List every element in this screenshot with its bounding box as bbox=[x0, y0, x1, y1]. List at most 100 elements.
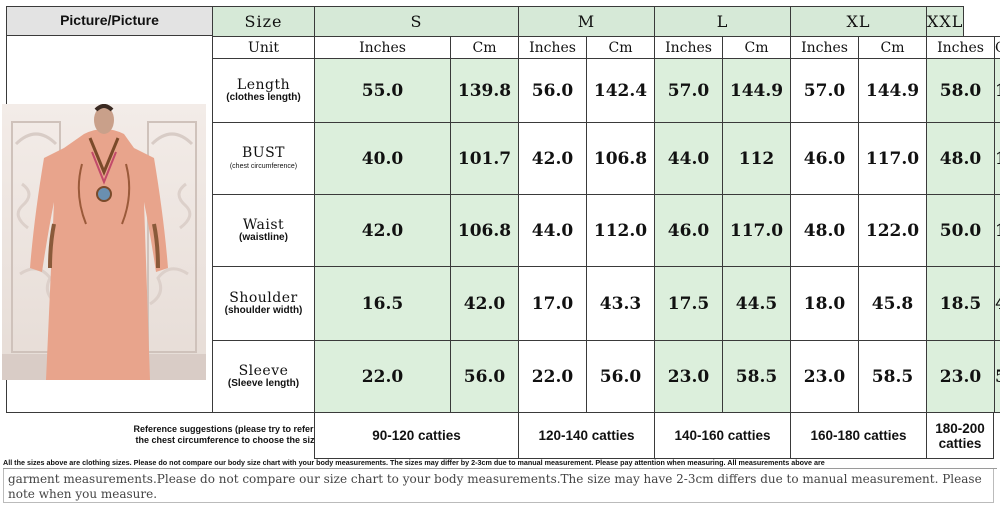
value-inches-text: 57.0 bbox=[667, 80, 710, 101]
value-inches-text: 46.0 bbox=[667, 220, 710, 241]
size-label: XL bbox=[846, 12, 871, 31]
measure-label-shoulder: Shoulder (shoulder width) bbox=[212, 266, 315, 341]
unit-inches-label: Inches bbox=[801, 39, 848, 56]
unit-cm-label: Cm bbox=[472, 39, 497, 56]
value-cm: 56.0 bbox=[586, 340, 655, 413]
size-label: L bbox=[716, 12, 729, 31]
value-inches-text: 18.0 bbox=[803, 293, 846, 314]
value-inches-text: 22.0 bbox=[531, 366, 574, 387]
size-label: S bbox=[410, 12, 423, 31]
value-cm-text: 43.3 bbox=[599, 293, 642, 314]
value-inches: 57.0 bbox=[654, 58, 723, 123]
unit-inches-label: Inches bbox=[937, 39, 984, 56]
value-inches: 57.0 bbox=[790, 58, 859, 123]
value-inches: 18.0 bbox=[790, 266, 859, 341]
size-chart: Picture/Picture Size S M L XL XXL Unit Inches Cm I… bbox=[6, 6, 1000, 459]
value-inches: 44.0 bbox=[654, 122, 723, 195]
value-inches-text: 22.0 bbox=[361, 366, 404, 387]
size-header-label: Size bbox=[244, 12, 283, 31]
value-cm: 144.9 bbox=[722, 58, 791, 123]
weight-range: 90-120 catties bbox=[314, 412, 519, 459]
value-cm-text: 44.5 bbox=[735, 293, 778, 314]
value-cm: 127.1 bbox=[994, 194, 1000, 267]
value-cm: 58.5 bbox=[722, 340, 791, 413]
size-header: Size bbox=[212, 6, 315, 37]
value-inches-text: 44.0 bbox=[667, 148, 710, 169]
value-inches: 46.0 bbox=[654, 194, 723, 267]
value-cm: 122.0 bbox=[858, 194, 927, 267]
value-cm: 147.4 bbox=[994, 58, 1000, 123]
unit-header-label: Unit bbox=[248, 39, 279, 56]
value-inches: 17.0 bbox=[518, 266, 587, 341]
value-inches-text: 17.5 bbox=[667, 293, 710, 314]
value-cm: 117.0 bbox=[722, 194, 791, 267]
picture-header: Picture/Picture bbox=[6, 6, 213, 36]
value-inches: 56.0 bbox=[518, 58, 587, 123]
value-inches: 23.0 bbox=[926, 340, 995, 413]
value-cm-text: 106.8 bbox=[457, 220, 512, 241]
value-inches-text: 23.0 bbox=[667, 366, 710, 387]
value-inches-text: 16.5 bbox=[361, 293, 404, 314]
reference-suggestion: Reference suggestions (please try to ref… bbox=[124, 412, 334, 458]
size-header-xxl: XXL bbox=[926, 6, 965, 37]
value-inches-text: 57.0 bbox=[803, 80, 846, 101]
value-cm-text: 127.1 bbox=[995, 221, 1000, 241]
value-inches-text: 23.0 bbox=[939, 366, 982, 387]
value-cm: 117.0 bbox=[858, 122, 927, 195]
value-cm-text: 58.5 bbox=[735, 366, 778, 387]
value-inches: 23.0 bbox=[790, 340, 859, 413]
value-inches-text: 55.0 bbox=[361, 80, 404, 101]
unit-cm-label: Cm bbox=[608, 39, 633, 56]
measure-description: (shoulder width) bbox=[224, 304, 303, 316]
value-cm-text: 122.0 bbox=[865, 220, 920, 241]
unit-cm-label: Cm bbox=[744, 39, 769, 56]
value-inches-text: 42.0 bbox=[361, 220, 404, 241]
size-header-s: S bbox=[314, 6, 519, 37]
value-inches: 18.5 bbox=[926, 266, 995, 341]
value-inches: 55.0 bbox=[314, 58, 451, 123]
unit-inches: Inches bbox=[790, 36, 859, 59]
value-inches: 42.0 bbox=[314, 194, 451, 267]
value-inches-text: 56.0 bbox=[531, 80, 574, 101]
value-inches-text: 50.0 bbox=[939, 220, 982, 241]
value-inches: 22.0 bbox=[314, 340, 451, 413]
value-inches-text: 46.0 bbox=[803, 148, 846, 169]
value-inches: 22.0 bbox=[518, 340, 587, 413]
value-inches: 17.5 bbox=[654, 266, 723, 341]
unit-inches: Inches bbox=[654, 36, 723, 59]
value-cm: 106.8 bbox=[586, 122, 655, 195]
measure-description: (waistline) bbox=[239, 231, 288, 243]
value-cm: 106.8 bbox=[450, 194, 519, 267]
value-cm: 58.5 bbox=[994, 340, 1000, 413]
value-inches-text: 44.0 bbox=[531, 220, 574, 241]
unit-cm: Cm bbox=[994, 36, 1000, 59]
value-cm-text: 147.4 bbox=[995, 81, 1000, 101]
value-cm-text: 139.8 bbox=[457, 80, 512, 101]
value-cm-text: 47.1 bbox=[995, 294, 1000, 314]
value-inches-text: 58.0 bbox=[939, 80, 982, 101]
value-cm-text: 56.0 bbox=[463, 366, 506, 387]
value-cm-text: 144.9 bbox=[865, 80, 920, 101]
value-cm-text: 106.8 bbox=[593, 148, 648, 169]
value-cm-text: 112.0 bbox=[593, 220, 648, 241]
unit-cm: Cm bbox=[586, 36, 655, 59]
unit-inches: Inches bbox=[518, 36, 587, 59]
measure-description: (Sleeve length) bbox=[227, 377, 300, 389]
value-inches: 48.0 bbox=[790, 194, 859, 267]
value-inches-text: 42.0 bbox=[531, 148, 574, 169]
value-cm-text: 144.9 bbox=[729, 80, 784, 101]
unit-inches-label: Inches bbox=[665, 39, 712, 56]
size-header-m: M bbox=[518, 6, 655, 37]
measure-name: Length bbox=[236, 76, 291, 93]
unit-inches-label: Inches bbox=[359, 39, 406, 56]
value-cm: 112 bbox=[722, 122, 791, 195]
value-inches-text: 17.0 bbox=[531, 293, 574, 314]
reference-text: Reference suggestions (please try to ref… bbox=[133, 423, 325, 445]
measure-label-bust: BUST (chest circumference) bbox=[212, 122, 315, 195]
value-cm-text: 45.8 bbox=[871, 293, 914, 314]
value-cm-text: 58.5 bbox=[995, 367, 1000, 387]
value-inches: 23.0 bbox=[654, 340, 723, 413]
measure-description: (clothes length) bbox=[226, 91, 301, 103]
value-cm-text: 117.0 bbox=[865, 148, 920, 169]
measure-label-length: Length (clothes length) bbox=[212, 58, 315, 123]
